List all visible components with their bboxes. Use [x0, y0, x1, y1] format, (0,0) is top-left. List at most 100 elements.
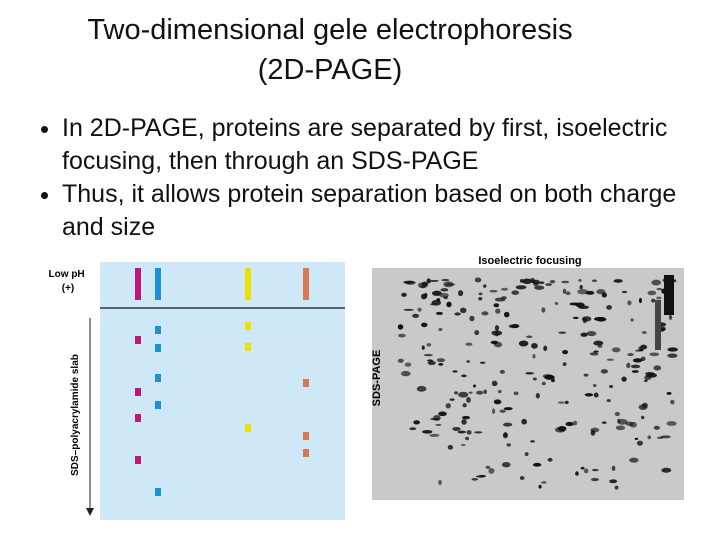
title-line: Two-dimensional gele electrophoresis — [87, 14, 573, 46]
spot — [606, 358, 614, 361]
spot — [653, 365, 662, 371]
band — [245, 322, 251, 330]
spot — [409, 427, 417, 431]
spot — [436, 298, 441, 302]
spot — [426, 278, 431, 284]
spot — [606, 305, 612, 310]
band — [303, 449, 309, 457]
spot — [614, 411, 620, 417]
band — [155, 374, 161, 382]
spot — [544, 374, 555, 380]
spot — [569, 302, 581, 306]
spot — [589, 352, 599, 356]
spot — [480, 361, 486, 364]
spot — [522, 278, 532, 285]
band — [245, 424, 251, 432]
spot — [591, 477, 599, 482]
spot — [577, 289, 589, 295]
spot — [668, 314, 673, 320]
strip — [303, 268, 309, 300]
band — [135, 456, 141, 464]
spot — [462, 403, 467, 408]
spot — [572, 316, 579, 320]
spot — [503, 407, 513, 411]
spot — [440, 288, 449, 292]
spot — [543, 345, 548, 352]
spot — [466, 360, 470, 363]
spot — [461, 419, 467, 425]
spot — [465, 436, 470, 441]
spot — [647, 435, 652, 440]
spot — [583, 373, 589, 377]
spot — [629, 457, 639, 463]
spot — [429, 433, 440, 437]
spot — [404, 362, 412, 367]
slab-label: SDS–polyacrylamide slab — [70, 354, 81, 476]
spot — [461, 443, 466, 447]
band — [245, 343, 251, 351]
spot — [436, 358, 446, 363]
spot — [601, 421, 607, 424]
spot — [565, 291, 571, 296]
spot — [458, 391, 469, 398]
spot — [593, 392, 599, 398]
spot — [483, 389, 487, 395]
spot — [518, 340, 529, 347]
spot — [471, 477, 479, 481]
spot — [541, 481, 547, 484]
spot — [557, 425, 567, 432]
spot — [511, 290, 520, 295]
spot — [397, 358, 404, 363]
spot — [562, 362, 567, 366]
spot — [426, 359, 434, 362]
spot — [638, 404, 648, 410]
spot — [452, 370, 458, 373]
spot — [447, 444, 454, 450]
spot — [592, 279, 597, 283]
spot — [593, 340, 604, 346]
spot — [400, 370, 411, 377]
spot — [432, 290, 442, 296]
spot — [631, 370, 639, 373]
spot — [551, 378, 556, 383]
spot — [491, 330, 503, 336]
spot — [596, 289, 606, 295]
spot — [578, 279, 582, 282]
spot — [493, 303, 500, 308]
spot — [532, 377, 537, 381]
spot — [580, 332, 588, 337]
band — [135, 388, 141, 396]
spot — [493, 399, 502, 405]
spot — [398, 333, 406, 338]
spot — [481, 311, 489, 316]
spot — [520, 278, 524, 283]
spot — [423, 353, 433, 357]
spot — [397, 324, 404, 330]
title-line: (2D-PAGE) — [257, 54, 403, 86]
band — [303, 379, 309, 387]
spot — [499, 409, 506, 413]
spot — [478, 297, 483, 301]
spot — [615, 425, 626, 431]
spot — [491, 380, 498, 387]
spot — [636, 440, 643, 446]
spot — [626, 362, 631, 369]
spot — [435, 423, 442, 426]
spot — [429, 279, 439, 282]
spot — [503, 311, 510, 318]
spot — [591, 468, 599, 472]
band — [155, 344, 161, 352]
spot — [438, 479, 442, 486]
spot — [656, 296, 662, 300]
spot — [452, 426, 461, 431]
spot — [427, 360, 436, 366]
spot — [547, 457, 553, 462]
spot — [600, 369, 608, 374]
spot — [458, 290, 464, 297]
spot — [506, 443, 511, 447]
spot — [638, 297, 642, 304]
spot — [438, 363, 444, 366]
spot — [478, 292, 483, 296]
spot — [511, 324, 520, 329]
spot — [593, 350, 599, 353]
